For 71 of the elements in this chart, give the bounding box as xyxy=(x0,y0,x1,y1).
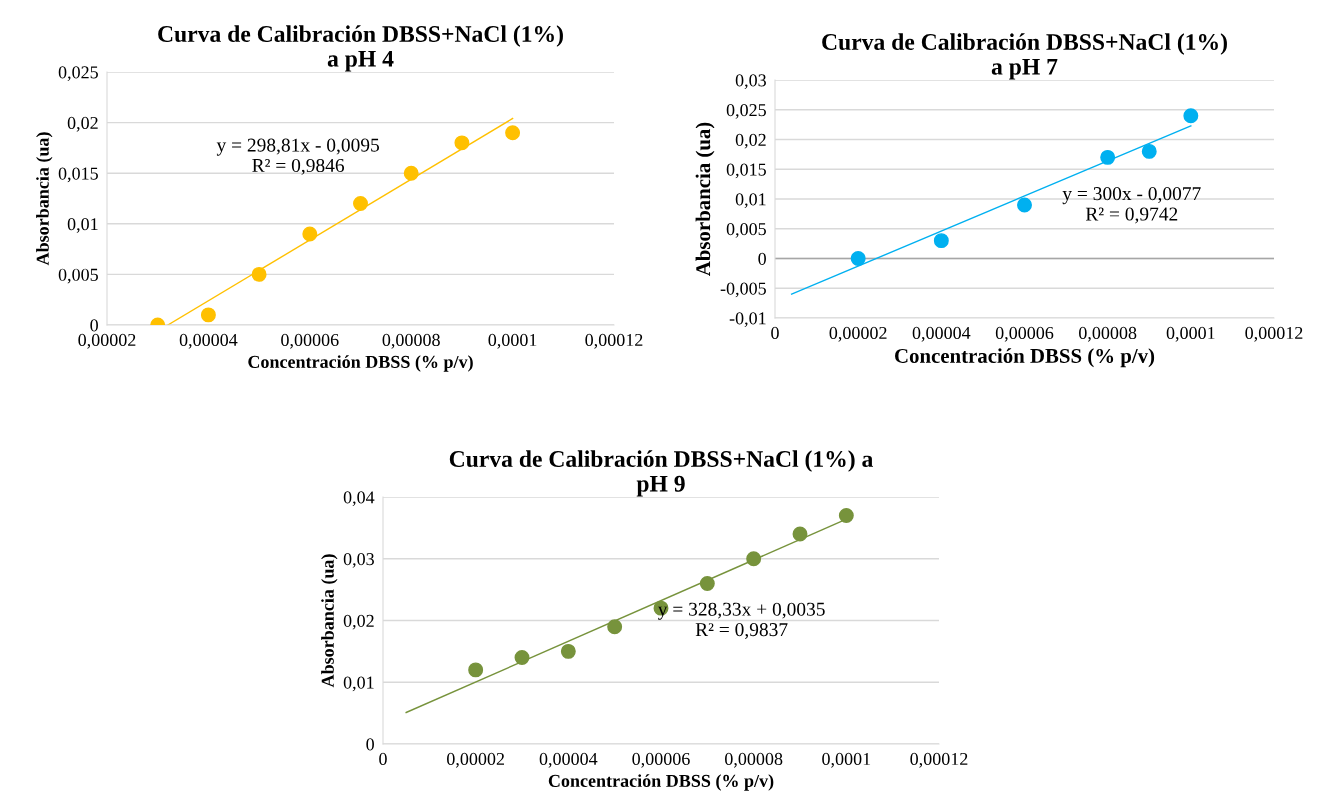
y-tick-label: 0,03 xyxy=(735,74,766,90)
y-tick-label: 0,01 xyxy=(343,676,374,692)
x-tick-label: 0,00002 xyxy=(829,326,887,342)
point xyxy=(1141,143,1157,159)
point xyxy=(302,226,318,242)
y-tick-label: 0,015 xyxy=(726,163,766,179)
x-tick-label: 0,00006 xyxy=(995,326,1054,342)
point xyxy=(699,575,715,591)
y-tick-label: 0,01 xyxy=(735,193,766,209)
x-tick-label: 0,00006 xyxy=(281,333,339,349)
point xyxy=(251,266,267,282)
point xyxy=(454,135,470,151)
y-tick-label: 0,04 xyxy=(343,491,375,507)
y-tick-label: 0,03 xyxy=(343,553,374,568)
point xyxy=(200,307,216,323)
point xyxy=(792,526,808,542)
point xyxy=(838,508,854,523)
x-tick-label: 0,00008 xyxy=(1079,326,1137,342)
y-tick-label: 0,025 xyxy=(726,104,766,119)
point xyxy=(468,662,484,678)
x-tick-label: 0,00012 xyxy=(910,752,968,768)
x-tick-label: 0,00002 xyxy=(447,752,505,768)
annotation: y = 298,81x - 0,0095 R² = 0,9846 xyxy=(216,138,380,175)
x-tick-label: 0,00008 xyxy=(725,752,783,768)
y-tick-label: -0,01 xyxy=(729,312,766,328)
x-tick-label: 0,00004 xyxy=(539,752,598,768)
y-tick-label: 0,025 xyxy=(58,66,98,82)
point xyxy=(850,251,866,266)
point xyxy=(514,650,530,666)
x-axis-title: Concentración DBSS (% p/v) xyxy=(895,348,1155,368)
y-tick-label: 0 xyxy=(366,738,374,751)
x-tick-label: 0,00004 xyxy=(912,326,971,342)
x-axis-title: Concentración DBSS (% p/v) xyxy=(548,774,774,791)
y-tick-label: 0,015 xyxy=(58,167,98,183)
annotation: y = 300x - 0,0077 R² = 0,9742 xyxy=(1062,187,1201,224)
x-axis-title: Concentración DBSS (% p/v) xyxy=(248,355,473,372)
chart-title: Curva de Calibración DBSS+NaCl (1%) a pH 4 xyxy=(158,25,563,72)
x-tick-label: 0 xyxy=(379,752,387,766)
point xyxy=(505,125,521,141)
x-tick-label: 0,0001 xyxy=(822,752,871,768)
y-tick-label: 0,02 xyxy=(343,614,374,630)
y-axis-title: Absorbancia (ua) xyxy=(695,122,715,277)
point xyxy=(353,196,368,212)
y-tick-label: 0 xyxy=(758,252,766,265)
x-tick-label: 0,00002 xyxy=(78,333,136,349)
point xyxy=(1017,197,1032,213)
y-tick-label: 0,01 xyxy=(67,218,98,233)
y-axis-title: Absorbancia (ua) xyxy=(36,132,53,266)
x-tick-label: 0,00008 xyxy=(382,333,440,349)
y-tick-label: 0,02 xyxy=(735,133,766,149)
point xyxy=(746,551,762,567)
chart-title: Curva de Calibración DBSS+NaCl (1%) a pH 7 xyxy=(822,33,1227,80)
x-tick-label: 0 xyxy=(771,326,779,340)
x-tick-label: 0,00012 xyxy=(1245,326,1303,342)
point xyxy=(560,643,576,659)
point xyxy=(403,165,419,181)
y-tick-label: -0,005 xyxy=(720,282,766,298)
x-tick-label: 0,00012 xyxy=(585,333,643,349)
point xyxy=(1183,108,1199,124)
chart-title: Curva de Calibración DBSS+NaCl (1%) a pH 9 xyxy=(449,450,873,497)
point xyxy=(607,619,623,635)
x-tick-label: 0,00004 xyxy=(179,333,238,349)
y-tick-label: 0,005 xyxy=(58,268,98,284)
x-tick-label: 0,0001 xyxy=(488,333,537,349)
point xyxy=(933,233,949,249)
y-axis-title: Absorbancia (ua) xyxy=(321,554,338,688)
point xyxy=(1100,149,1116,165)
x-tick-label: 0,0001 xyxy=(1166,326,1215,342)
y-tick-label: 0,005 xyxy=(726,223,766,238)
y-tick-label: 0,02 xyxy=(67,116,98,132)
x-tick-label: 0,00006 xyxy=(632,752,690,768)
